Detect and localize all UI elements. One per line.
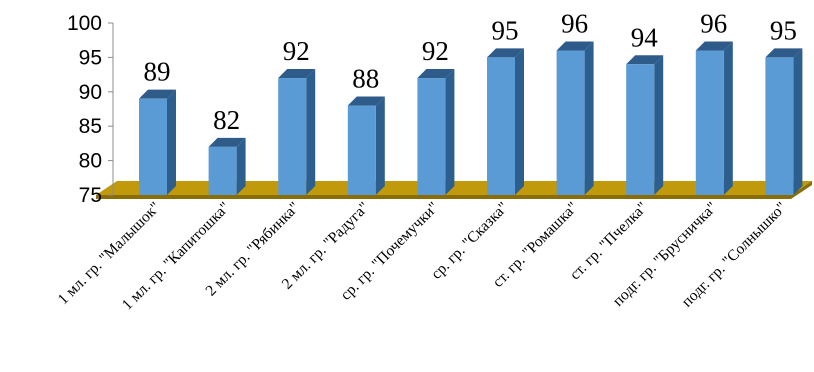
bar-front (417, 78, 446, 195)
bar-front (765, 57, 794, 196)
y-tick-label: 75 (79, 184, 102, 207)
y-tick-label: 85 (79, 115, 102, 138)
bar-front (626, 64, 655, 195)
bar-front (278, 78, 307, 195)
floor-front-edge (96, 195, 791, 199)
bar-top (765, 48, 803, 58)
data-label: 88 (352, 64, 379, 94)
bar-front (208, 146, 237, 195)
x-axis-category-labels: 1 мл. гр. "Малышок"1 мл. гр. "Капитошка"… (55, 199, 791, 314)
bar-side (445, 69, 455, 195)
bar-top (278, 69, 316, 79)
data-label: 94 (631, 22, 659, 52)
bar-side (793, 48, 803, 196)
y-tick-label: 100 (67, 12, 102, 35)
bar (695, 41, 733, 195)
data-labels: 89 82 92 88 92 95 96 94 96 95 (144, 9, 797, 135)
data-label: 96 (561, 9, 588, 39)
bar-top (487, 48, 524, 58)
bar-top (695, 41, 733, 51)
data-label: 92 (283, 36, 310, 66)
y-tick-label: 90 (79, 81, 102, 104)
y-axis: 75 80 85 90 95 100 (67, 12, 114, 207)
bar-top (417, 69, 455, 79)
data-label: 92 (422, 36, 449, 66)
bar (347, 96, 385, 195)
bar (556, 41, 594, 195)
data-label: 96 (700, 9, 727, 39)
bar-front (487, 57, 515, 196)
data-label: 89 (144, 57, 171, 87)
y-tick-label: 80 (79, 150, 102, 173)
bar-side (375, 96, 385, 195)
bar (626, 55, 664, 195)
bar (417, 69, 455, 195)
bar (208, 137, 246, 195)
bar-front (556, 50, 585, 195)
bar-top (556, 41, 594, 51)
bar-side (654, 55, 664, 195)
bar-side (584, 41, 594, 195)
bar (765, 48, 803, 196)
bar-front (139, 98, 167, 195)
bar (139, 89, 176, 195)
data-label: 95 (770, 15, 797, 45)
bar-side (236, 137, 246, 195)
data-label: 95 (492, 15, 519, 45)
bar-side (515, 48, 524, 196)
bar-top (626, 55, 664, 65)
data-label: 82 (213, 105, 240, 135)
bars (139, 41, 803, 196)
bar-side (306, 69, 316, 195)
bar-side (723, 41, 733, 195)
bar-top (208, 137, 246, 147)
floor-side-edge (791, 181, 812, 199)
bar (487, 48, 524, 196)
bar-front (347, 105, 376, 195)
bar-front (695, 50, 724, 195)
bar-top (139, 89, 176, 99)
y-tick-label: 95 (79, 46, 102, 69)
bar-top (347, 96, 385, 106)
bar (278, 69, 316, 195)
bar-side (167, 89, 176, 195)
